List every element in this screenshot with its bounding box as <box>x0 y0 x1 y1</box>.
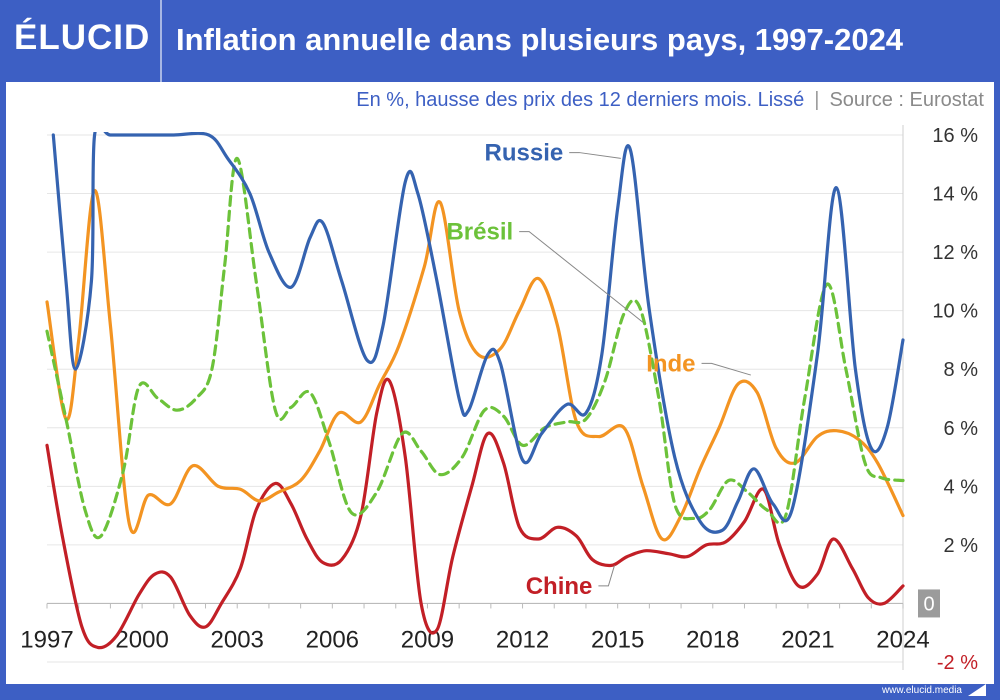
y-tick-label: 0 <box>923 593 934 615</box>
header-divider <box>160 0 162 82</box>
series-line-chine <box>45 377 905 650</box>
x-tick-label: 2009 <box>401 626 454 653</box>
gridlines <box>47 125 904 670</box>
y-tick-label: 2 % <box>944 535 979 557</box>
x-axis: 1997 2000 2003 2006 2009 2012 2015 2018 2021 2024 <box>20 603 930 653</box>
y-tick-label: 4 % <box>944 476 979 498</box>
series-label-bresil: Brésil <box>446 219 513 246</box>
elucid-mark-icon <box>968 684 986 696</box>
series-line-russie <box>51 132 905 534</box>
series-label-russie: Russie <box>485 140 564 167</box>
leader-line-bresil <box>519 231 644 323</box>
subtitle-separator: | <box>814 89 820 111</box>
x-tick-label: 2015 <box>591 626 644 653</box>
x-tick-label: 2003 <box>211 626 264 653</box>
leader-line-russie <box>569 152 621 159</box>
x-tick-label: 2006 <box>306 626 359 653</box>
x-tick-label: 2000 <box>115 626 168 653</box>
line-chart: 1997 2000 2003 2006 2009 2012 2015 2018 2021 2024… <box>20 125 978 674</box>
series-label-inde: Inde <box>646 350 695 377</box>
x-tick-label: 2024 <box>876 626 929 653</box>
x-tick-label: 2012 <box>496 626 549 653</box>
subtitle: En %, hausse des prix des 12 derniers mo… <box>356 89 984 112</box>
chart-panel: En %, hausse des prix des 12 derniers mo… <box>6 82 994 684</box>
x-tick-label: 2021 <box>781 626 834 653</box>
y-tick-label: 6 % <box>944 418 979 440</box>
series-line-inde <box>45 188 905 542</box>
y-axis: 16 % 14 % 12 % 10 % 8 % 6 % 4 % 2 % 0 -2 % <box>918 125 978 674</box>
x-tick-label: 1997 <box>20 626 73 653</box>
y-tick-label: 16 % <box>932 125 978 147</box>
y-tick-label: 10 % <box>932 301 978 323</box>
brand-logo: ÉLUCID <box>14 18 151 57</box>
series-lines <box>45 132 905 650</box>
subtitle-text: En %, hausse des prix des 12 derniers mo… <box>356 89 805 111</box>
series-label-chine: Chine <box>526 573 593 600</box>
header: ÉLUCID Inflation annuelle dans plusieurs… <box>0 0 1000 82</box>
source-note: Source : Eurostat <box>829 89 984 111</box>
y-tick-label: 12 % <box>932 242 978 264</box>
footer-url: www.elucid.media <box>881 685 962 696</box>
leader-line-chine <box>598 565 615 587</box>
zero-label-box <box>918 589 940 618</box>
series-annotations: Russie Brésil Inde Chine <box>446 140 751 600</box>
y-tick-label: 14 % <box>932 184 978 206</box>
leader-line-inde <box>701 362 751 376</box>
y-tick-label: -2 % <box>937 652 978 674</box>
series-line-bresil <box>45 156 905 540</box>
y-tick-label: 8 % <box>944 359 979 381</box>
page-title: Inflation annuelle dans plusieurs pays, … <box>176 22 904 57</box>
x-tick-label: 2018 <box>686 626 739 653</box>
